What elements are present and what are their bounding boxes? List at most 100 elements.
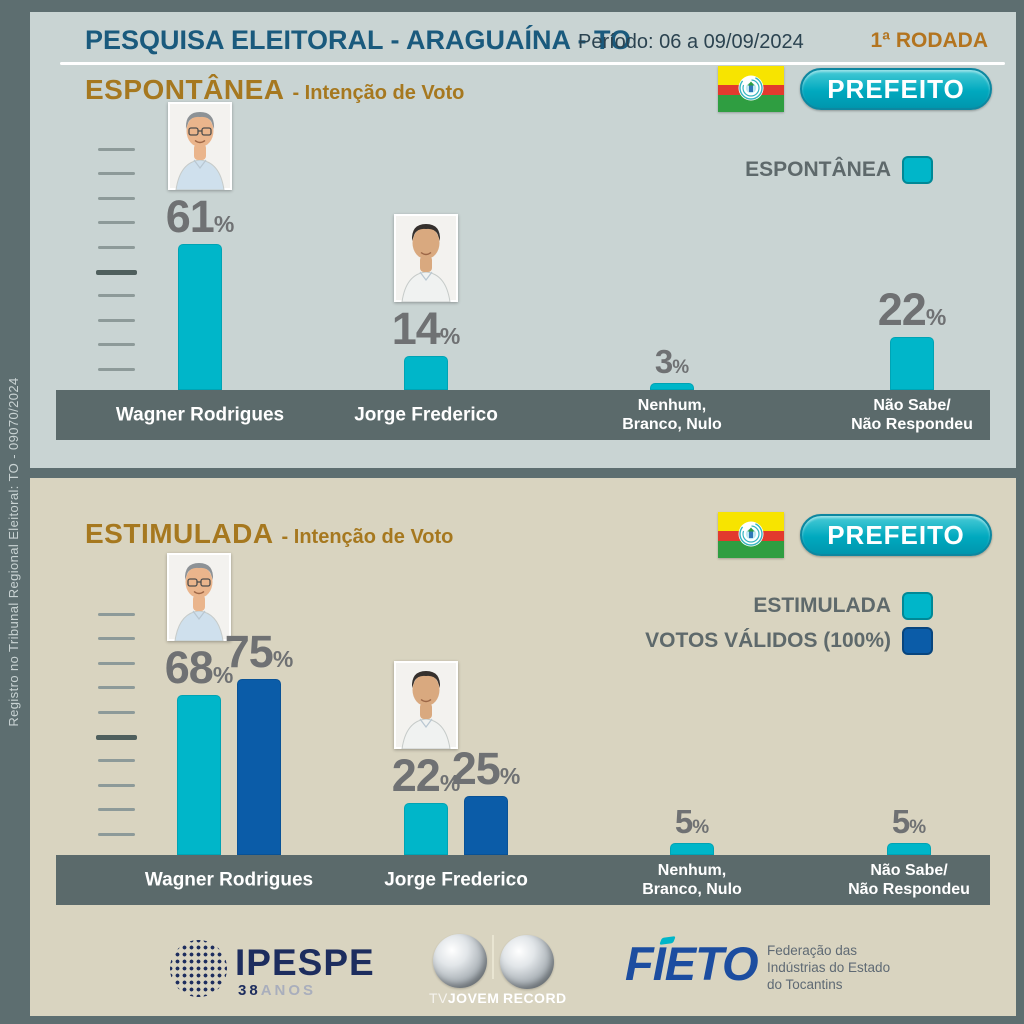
section-title-suffix: - Intenção de Voto [281,526,454,548]
tv-jovem-tv: TV [429,990,448,1006]
survey-period: Período: 06 a 09/09/2024 [578,31,804,53]
legend-label: VOTOS VÁLIDOS (100%) [645,629,891,652]
bar-estimulada-nao-sabe-nao-respondeu [887,843,931,855]
percent-sign: % [672,357,690,378]
percent-sign: % [925,304,947,330]
value-number: 25 [451,743,501,794]
candidate-photo-jorge-frederico [394,661,458,749]
candidate-photo-wagner-rodrigues [168,102,232,190]
category-band: Wagner Rodrigues Jorge Frederico Nenhum, Br… [56,855,990,905]
value-label: 14% [392,306,461,351]
logo-divider [492,935,494,979]
prefeito-badge: PREFEITO [800,514,992,556]
percent-sign: % [439,323,461,349]
axis-tick [96,735,137,740]
araguaina-flag-icon [718,66,784,112]
axis-tick [98,343,135,346]
axis-tick [98,148,135,151]
percent-sign: % [212,662,234,688]
legend-swatch [902,627,933,655]
tv-jovem-sphere-icon [433,934,487,988]
fieto-desc-line: Indústrias do Estado [767,960,891,975]
bar-espontanea-nenhum-branco-nulo [650,383,694,390]
value-label: 5% [892,805,926,838]
fieto-description: Federação das Indústrias do Estado do To… [767,942,890,993]
percent-sign: % [439,770,461,796]
axis-tick [98,368,135,371]
value-number: 22 [391,750,441,801]
legend-label: ESPONTÂNEA [745,158,891,181]
percent-sign: % [272,646,294,672]
section-title-estimulada: ESTIMULADA - Intenção de Voto [85,518,453,550]
bar-estimulada-nenhum-branco-nulo [670,843,714,855]
bar-espontanea-jorge-frederico [404,356,448,390]
araguaina-flag-icon [718,512,784,558]
value-number: 68 [164,642,214,693]
bar-espontanea-nao-sabe-nao-respondeu [890,337,934,390]
bar-group-nenhum-branco-nulo: 5% [662,805,722,855]
bar-espontanea-wagner-rodrigues [178,244,222,390]
axis-tick [98,172,135,175]
axis-tick [98,221,135,224]
section-title-main: ESTIMULADA [85,518,274,549]
category-label-nenhum-branco-nulo: Nenhum, Branco, Nulo [622,397,722,433]
section-title-suffix: - Intenção de Voto [292,82,465,104]
category-band: Wagner Rodrigues Jorge Frederico Nenhum, Br… [56,390,990,440]
bar-estimulada-wagner-rodrigues [177,695,221,855]
value-label: 68% [165,645,234,690]
legend-estimulada: ESTIMULADA VOTOS VÁLIDOS (100%) [645,592,933,655]
category-label-jorge-frederico: Jorge Frederico [384,869,528,891]
header-divider [60,62,1005,65]
category-label-wagner-rodrigues: Wagner Rodrigues [144,869,314,891]
axis-tick [98,833,135,836]
axis-tick [96,270,137,275]
category-label-nao-sabe-nao-respondeu: Não Sabe/Não Respondeu [851,397,973,433]
value-label: 22% [878,287,947,332]
value-label: 5% [675,805,709,838]
value-label: 75% [225,629,294,674]
ipespe-logo: IPESPE [235,942,375,983]
bar-votos-validos-100-wagner-rodrigues [237,679,281,855]
bar-group-nao-sabe-nao-respondeu: 22% [878,287,946,390]
value-label: 3% [655,345,689,378]
section-title-main: ESPONTÂNEA [85,74,285,105]
bar-votos-validos-100-jorge-frederico [464,796,508,855]
value-number: 5 [674,803,693,840]
axis-tick [98,246,135,249]
legend-espontanea: ESPONTÂNEA [745,156,933,184]
category-label-wagner-rodrigues: Wagner Rodrigues [115,404,285,426]
axis-tick [98,319,135,322]
axis-tick [98,808,135,811]
axis-tick [98,613,135,616]
percent-sign: % [909,817,927,838]
value-number: 3 [654,343,673,380]
bar-estimulada-jorge-frederico [404,803,448,855]
record-sphere-icon [500,935,554,989]
value-label: 61% [166,194,235,239]
fieto-logo: FIETO [625,937,759,990]
tv-jovem-logo: TVJOVEM [429,990,499,1006]
value-number: 22 [877,284,927,335]
legend-swatch [902,592,933,620]
bar-group-wagner-rodrigues: 61% [166,102,234,390]
axis-tick [98,294,135,297]
category-label-nenhum-branco-nulo: Nenhum, Branco, Nulo [642,862,742,898]
candidate-photo-wagner-rodrigues [167,553,231,641]
ipespe-years: 38ANOS [238,982,316,999]
axis-tick [98,637,135,640]
record-logo: RECORD [503,990,567,1006]
value-number: 5 [891,803,910,840]
bar-group-wagner-rodrigues: 68% 75% [165,553,293,855]
axis-tick [98,197,135,200]
axis-tick [98,662,135,665]
percent-sign: % [213,211,235,237]
legend-item: VOTOS VÁLIDOS (100%) [645,627,933,655]
round-label: 1ª RODADA [870,29,988,52]
axis-tick [98,784,135,787]
candidate-photo-jorge-frederico [394,214,458,302]
category-label-nao-sabe-nao-respondeu: Não Sabe/Não Respondeu [848,862,970,898]
tv-jovem-jovem: JOVEM [447,990,500,1006]
legend-label: ESTIMULADA [753,594,891,617]
prefeito-badge: PREFEITO [800,68,992,110]
electoral-registry-note: Registro no Tribunal Regional Eleitoral:… [6,377,21,727]
